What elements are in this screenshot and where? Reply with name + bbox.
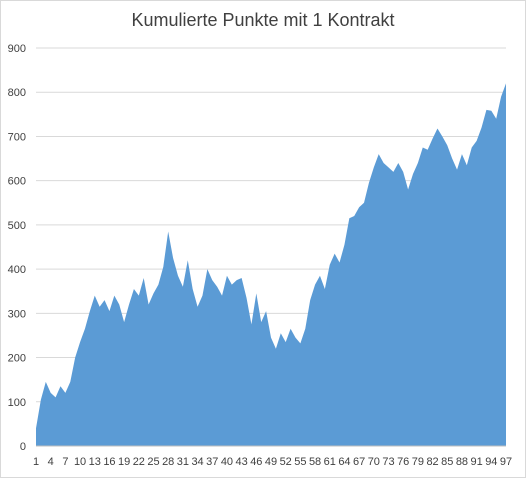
x-tick-label-94: 94 (485, 456, 497, 468)
x-tick-label-85: 85 (441, 456, 453, 468)
x-tick-label-7: 7 (62, 456, 68, 468)
y-tick-label-700: 700 (8, 131, 26, 143)
x-tick-label-97: 97 (500, 456, 512, 468)
x-tick-label-46: 46 (250, 456, 262, 468)
x-tick-label-55: 55 (294, 456, 306, 468)
y-tick-label-400: 400 (8, 264, 26, 276)
y-tick-label-300: 300 (8, 308, 26, 320)
x-tick-label-1: 1 (33, 456, 39, 468)
x-tick-label-19: 19 (118, 456, 130, 468)
x-tick-label-64: 64 (338, 456, 350, 468)
x-tick-label-16: 16 (103, 456, 115, 468)
x-tick-label-58: 58 (309, 456, 321, 468)
x-tick-label-67: 67 (353, 456, 365, 468)
x-tick-label-22: 22 (133, 456, 145, 468)
x-tick-label-76: 76 (397, 456, 409, 468)
y-tick-label-100: 100 (8, 397, 26, 409)
x-tick-label-82: 82 (426, 456, 438, 468)
x-tick-label-28: 28 (162, 456, 174, 468)
x-tick-label-10: 10 (74, 456, 86, 468)
area-series (36, 83, 506, 446)
x-tick-label-91: 91 (471, 456, 483, 468)
x-tick-label-40: 40 (221, 456, 233, 468)
x-tick-label-49: 49 (265, 456, 277, 468)
x-tick-label-88: 88 (456, 456, 468, 468)
y-tick-label-900: 900 (8, 43, 26, 55)
x-tick-label-43: 43 (236, 456, 248, 468)
x-tick-label-61: 61 (324, 456, 336, 468)
x-tick-label-13: 13 (89, 456, 101, 468)
x-tick-label-73: 73 (382, 456, 394, 468)
chart-title: Kumulierte Punkte mit 1 Kontrakt (131, 10, 395, 30)
x-tick-label-4: 4 (48, 456, 54, 468)
x-tick-label-25: 25 (147, 456, 159, 468)
x-tick-label-31: 31 (177, 456, 189, 468)
x-tick-label-70: 70 (368, 456, 380, 468)
y-tick-label-200: 200 (8, 353, 26, 365)
y-tick-label-500: 500 (8, 220, 26, 232)
x-tick-label-34: 34 (191, 456, 203, 468)
x-tick-label-79: 79 (412, 456, 424, 468)
x-tick-label-37: 37 (206, 456, 218, 468)
x-tick-label-52: 52 (280, 456, 292, 468)
y-tick-label-0: 0 (20, 441, 26, 453)
y-tick-label-800: 800 (8, 87, 26, 99)
y-tick-label-600: 600 (8, 176, 26, 188)
